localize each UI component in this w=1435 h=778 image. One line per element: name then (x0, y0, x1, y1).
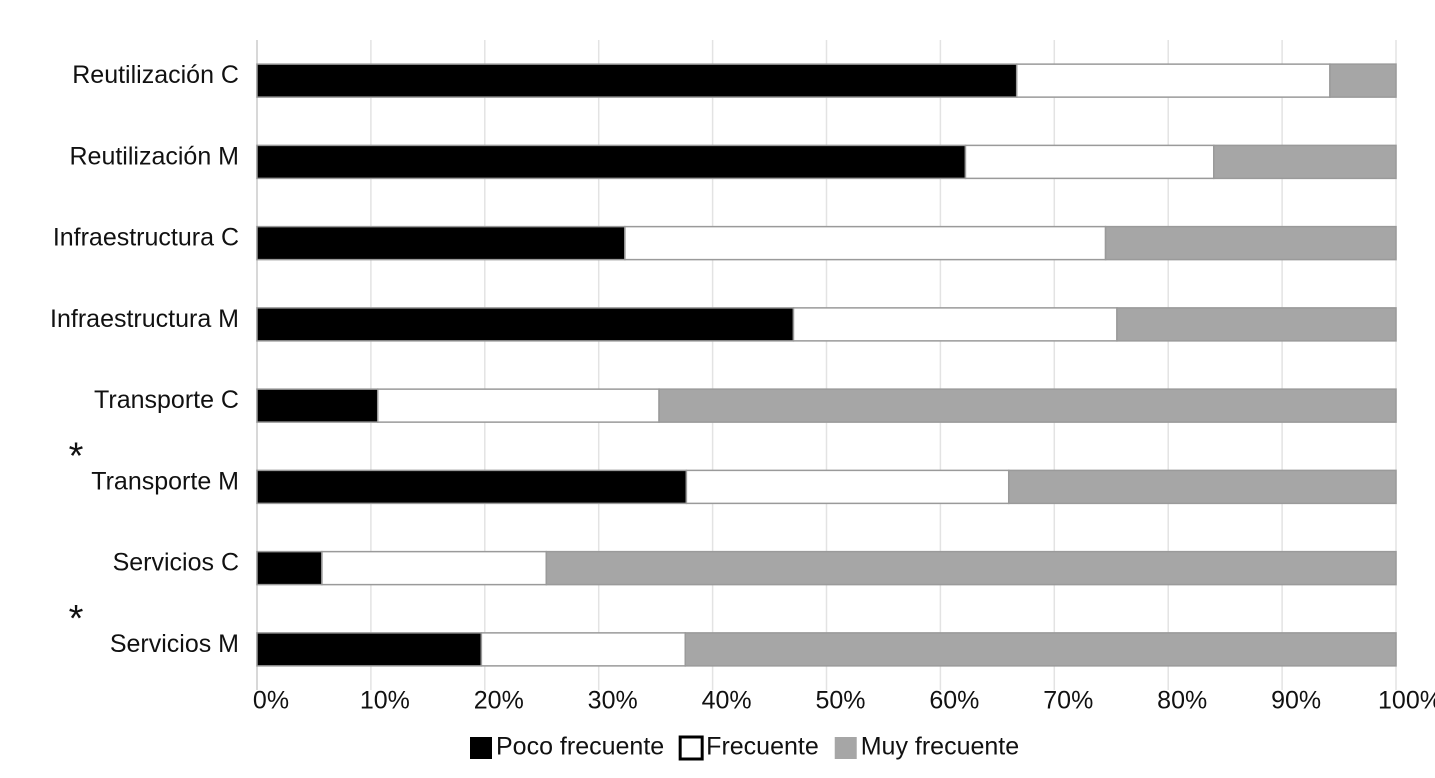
legend-label: Muy frecuente (861, 733, 1019, 761)
bar-segment (624, 225, 1107, 261)
bar-segment (964, 144, 1215, 180)
bar-segment (1104, 225, 1397, 261)
y-tick-label: Servicios C (113, 549, 239, 577)
bar-segment (256, 550, 323, 586)
y-tick-label: Servicios M (110, 630, 239, 658)
legend-label: Poco frecuente (496, 733, 664, 761)
x-tick-label: 20% (474, 687, 524, 715)
bar-segment (256, 307, 795, 342)
x-tick-label: 50% (815, 687, 865, 715)
y-tick-label: Transporte M (91, 467, 239, 495)
legend-swatch (678, 735, 704, 761)
bar-segment (256, 63, 1018, 98)
x-tick-label: 70% (1043, 687, 1093, 715)
x-tick-label: 60% (929, 687, 979, 715)
legend-label: Frecuente (706, 733, 819, 761)
y-tick-label: Transporte C (94, 386, 239, 414)
bar-segment (1213, 144, 1397, 180)
x-tick-label: 100% (1378, 687, 1435, 715)
bar-segment (256, 388, 379, 423)
bar-segment (256, 632, 483, 667)
bar-segment (376, 388, 660, 423)
x-tick-label: 10% (360, 687, 410, 715)
y-tick-label: Reutilización C (72, 61, 239, 89)
x-tick-label: 30% (588, 687, 638, 715)
x-tick-label: 80% (1157, 687, 1207, 715)
legend: Poco frecuente Frecuente Muy frecuente (470, 733, 1019, 761)
bar-segment (256, 225, 626, 261)
annotation: * (69, 598, 84, 640)
x-tick-label: 90% (1271, 687, 1321, 715)
bar-segment (658, 388, 1397, 423)
bar-segment (792, 307, 1118, 342)
y-tick-label: Infraestructura M (50, 305, 239, 333)
bar-segment (1116, 307, 1397, 342)
bar-segment (321, 550, 548, 586)
bar-segment (256, 144, 967, 180)
bar-segment (480, 632, 687, 667)
bar-segment (1007, 469, 1397, 505)
bar-segment (1329, 63, 1397, 98)
bar-segment (1015, 63, 1331, 98)
x-tick-label: 0% (253, 687, 289, 715)
annotation: * (69, 435, 84, 477)
bar-segment (685, 469, 1010, 505)
bar-segment (256, 469, 688, 505)
legend-swatch (470, 737, 492, 759)
legend-swatch (834, 737, 857, 759)
y-tick-label: Reutilización M (69, 142, 239, 170)
bar-segment (545, 550, 1397, 586)
bar-segment (684, 632, 1397, 667)
x-tick-label: 40% (702, 687, 752, 715)
y-tick-label: Infraestructura C (53, 224, 239, 252)
